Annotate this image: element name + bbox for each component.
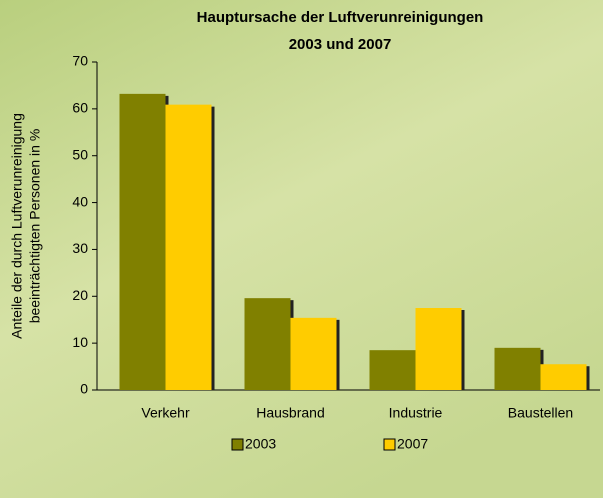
y-tick-label: 70	[72, 53, 88, 69]
bar	[245, 298, 291, 390]
chart: Hauptursache der Luftverunreinigungen 20…	[0, 0, 603, 498]
x-tick-label: Industrie	[389, 405, 443, 421]
y-tick-label: 20	[72, 287, 88, 303]
legend-swatch	[232, 439, 243, 450]
legend-label: 2003	[245, 436, 276, 452]
y-tick-label: 60	[72, 100, 88, 116]
legend-swatch	[384, 439, 395, 450]
bar	[495, 348, 541, 390]
x-tick-label: Hausbrand	[256, 405, 325, 421]
y-axis-label: Anteile der durch Luftverunreinigung	[9, 113, 25, 339]
bar	[291, 318, 337, 390]
bar	[166, 105, 212, 390]
y-tick-label: 40	[72, 193, 88, 209]
chart-subtitle: 2003 und 2007	[289, 36, 392, 53]
y-tick-label: 0	[80, 381, 88, 397]
bar	[416, 308, 462, 390]
legend-label: 2007	[397, 436, 428, 452]
y-tick-label: 10	[72, 334, 88, 350]
x-tick-label: Baustellen	[508, 405, 573, 421]
x-tick-label: Verkehr	[141, 405, 190, 421]
y-tick-label: 30	[72, 240, 88, 256]
background	[0, 0, 603, 498]
bar	[370, 350, 416, 390]
chart-title: Hauptursache der Luftverunreinigungen	[197, 9, 484, 26]
y-tick-label: 50	[72, 146, 88, 162]
y-axis-label: beeinträchtigten Personen in %	[27, 129, 43, 324]
bar	[541, 364, 587, 390]
bar	[120, 94, 166, 390]
